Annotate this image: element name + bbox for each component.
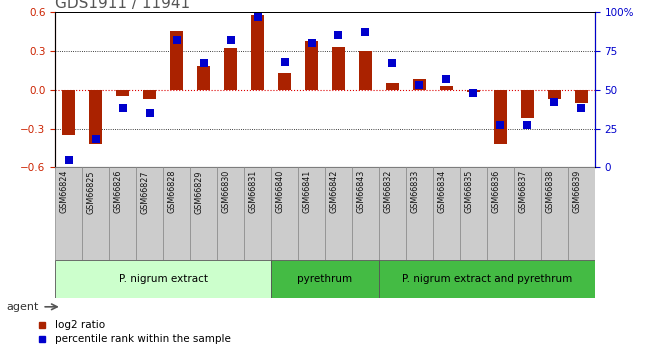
Point [144, 110, 155, 116]
Bar [433, 167, 460, 260]
Text: GSM66829: GSM66829 [194, 170, 203, 214]
Point [118, 106, 128, 111]
Point [306, 40, 317, 46]
Point [90, 137, 101, 142]
Bar [271, 260, 379, 298]
Text: GSM66832: GSM66832 [384, 170, 393, 214]
Text: GSM66839: GSM66839 [572, 170, 581, 214]
Bar [521, 90, 534, 118]
Point [333, 32, 344, 38]
Text: GSM66842: GSM66842 [330, 170, 339, 214]
Bar [575, 90, 588, 103]
Bar [163, 167, 190, 260]
Point [280, 59, 290, 65]
Bar [251, 15, 265, 90]
Text: GSM66824: GSM66824 [60, 170, 69, 214]
Bar [143, 90, 157, 99]
Text: GSM66836: GSM66836 [491, 170, 500, 213]
Text: log2 ratio: log2 ratio [55, 321, 105, 331]
Text: GSM66837: GSM66837 [518, 170, 527, 214]
Bar [305, 40, 318, 90]
Text: GSM66834: GSM66834 [437, 170, 447, 213]
Bar [460, 167, 487, 260]
Text: P. nigrum extract and pyrethrum: P. nigrum extract and pyrethrum [402, 275, 572, 284]
Bar [136, 167, 163, 260]
Point [495, 122, 506, 128]
Text: GSM66830: GSM66830 [222, 170, 231, 213]
Bar [116, 90, 129, 96]
Text: GSM66828: GSM66828 [168, 170, 177, 214]
Bar [379, 260, 595, 298]
Bar [514, 167, 541, 260]
Bar [541, 167, 568, 260]
Text: GSM66838: GSM66838 [545, 170, 554, 213]
Text: P. nigrum extract: P. nigrum extract [119, 275, 207, 284]
Text: GDS1911 / 11941: GDS1911 / 11941 [55, 0, 190, 11]
Bar [493, 90, 507, 144]
Point [252, 14, 263, 19]
Point [198, 61, 209, 66]
Bar [82, 167, 109, 260]
Point [549, 99, 560, 105]
Bar [190, 167, 217, 260]
Text: pyrethrum: pyrethrum [298, 275, 352, 284]
Bar [62, 90, 75, 135]
Point [576, 106, 586, 111]
Bar [55, 167, 83, 260]
Bar [467, 90, 480, 92]
Bar [244, 167, 271, 260]
Text: GSM66833: GSM66833 [410, 170, 419, 213]
Point [387, 61, 398, 66]
Point [522, 122, 532, 128]
Text: GSM66841: GSM66841 [302, 170, 311, 213]
Text: GSM66831: GSM66831 [248, 170, 257, 213]
Bar [109, 167, 136, 260]
Bar [325, 167, 352, 260]
Bar [568, 167, 595, 260]
Text: percentile rank within the sample: percentile rank within the sample [55, 334, 231, 344]
Bar [406, 167, 433, 260]
Bar [217, 167, 244, 260]
Bar [332, 47, 345, 90]
Point [441, 76, 452, 81]
Bar [352, 167, 379, 260]
Point [172, 37, 182, 43]
Text: GSM66825: GSM66825 [86, 170, 96, 214]
Bar [413, 79, 426, 90]
Bar [224, 48, 237, 90]
Point [468, 90, 478, 96]
Bar [359, 51, 372, 90]
Text: GSM66835: GSM66835 [464, 170, 473, 214]
Bar [278, 73, 291, 90]
Bar [197, 66, 211, 90]
Point [414, 82, 424, 88]
Text: agent: agent [6, 302, 39, 312]
Bar [379, 167, 406, 260]
Text: GSM66840: GSM66840 [276, 170, 285, 213]
Point [226, 37, 236, 43]
Text: GSM66843: GSM66843 [356, 170, 365, 213]
Bar [55, 260, 271, 298]
Text: GSM66826: GSM66826 [114, 170, 123, 214]
Bar [547, 90, 561, 99]
Bar [298, 167, 325, 260]
Point [64, 157, 74, 162]
Bar [439, 86, 453, 90]
Bar [385, 83, 399, 90]
Bar [271, 167, 298, 260]
Bar [487, 167, 514, 260]
Point [360, 29, 370, 35]
Text: GSM66827: GSM66827 [140, 170, 150, 214]
Bar [89, 90, 103, 144]
Bar [170, 31, 183, 90]
